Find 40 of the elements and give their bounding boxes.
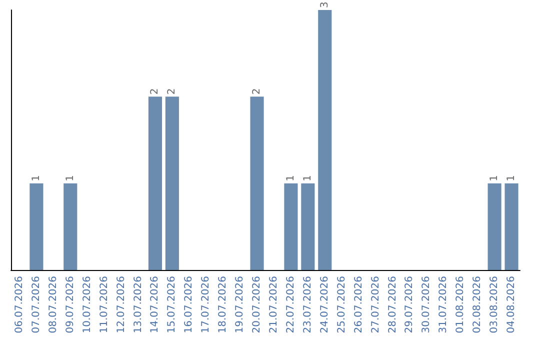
x-tick-label: 06.07.2026 [14, 276, 25, 334]
data-label: 1 [506, 174, 518, 182]
x-tick-label: 18.07.2026 [218, 276, 229, 334]
data-label: 1 [302, 174, 314, 182]
x-tick-label: 07.07.2026 [30, 276, 42, 334]
x-tick-label: 21.07.2026 [268, 276, 280, 334]
x-tick-label: 14.07.2026 [150, 276, 161, 334]
x-tick-label: 08.07.2026 [48, 276, 59, 334]
x-tick-label: 29.07.2026 [404, 276, 416, 334]
x-tick-label: 16.07.2026 [184, 276, 195, 334]
x-tick-label: 23.07.2026 [302, 276, 314, 334]
x-tick-label: 20.07.2026 [252, 276, 263, 334]
x-tick-label: 17.07.2026 [200, 276, 212, 334]
x-tick-label: 25.07.2026 [336, 276, 348, 334]
x-tick-label: 22.07.2026 [285, 276, 296, 334]
x-tick-label: 24.07.2026 [319, 276, 330, 334]
x-tick-label: 12.07.2026 [116, 276, 127, 334]
x-tick-label: 10.07.2026 [82, 276, 93, 334]
x-tick-label: 27.07.2026 [370, 276, 382, 334]
x-tick-label: 28.07.2026 [387, 276, 398, 334]
x-tick-label: 26.07.2026 [353, 276, 364, 334]
x-tick-label: 03.08.2026 [489, 276, 500, 334]
x-tick-label: 15.07.2026 [166, 276, 178, 334]
data-label: 1 [285, 174, 296, 182]
data-label: 1 [64, 174, 76, 182]
data-label: 3 [319, 2, 330, 8]
x-tick-label: 02.08.2026 [472, 276, 484, 334]
x-tick-label: 13.07.2026 [132, 276, 144, 334]
data-label: 2 [150, 88, 161, 95]
x-tick-label: 04.08.2026 [506, 276, 518, 334]
x-tick-label: 11.07.2026 [98, 276, 110, 334]
x-tick-label: 19.07.2026 [234, 276, 246, 334]
data-label: 2 [252, 88, 263, 95]
x-tick-label: 01.08.2026 [455, 276, 466, 334]
data-label: 1 [489, 174, 500, 182]
x-tick-label: 09.07.2026 [64, 276, 76, 334]
data-label: 1 [30, 174, 42, 182]
x-tick-label: 30.07.2026 [421, 276, 432, 334]
data-label: 2 [166, 88, 178, 95]
x-tick-label: 31.07.2026 [438, 276, 450, 334]
